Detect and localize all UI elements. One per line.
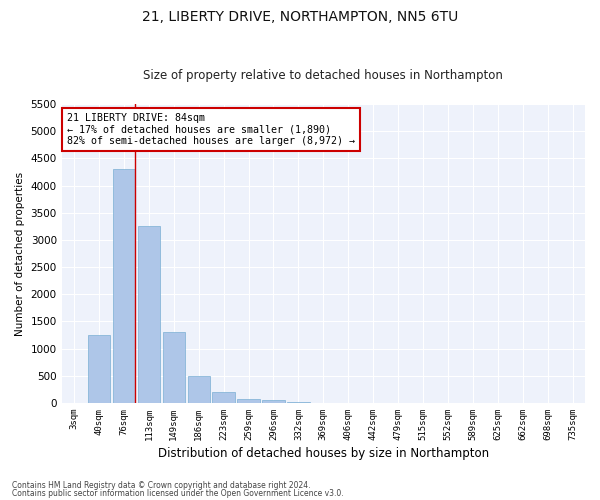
Bar <box>262 400 285 403</box>
X-axis label: Distribution of detached houses by size in Northampton: Distribution of detached houses by size … <box>158 447 489 460</box>
Text: Contains public sector information licensed under the Open Government Licence v3: Contains public sector information licen… <box>12 489 344 498</box>
Text: Contains HM Land Registry data © Crown copyright and database right 2024.: Contains HM Land Registry data © Crown c… <box>12 480 311 490</box>
Bar <box>137 226 160 403</box>
Bar <box>163 332 185 403</box>
Bar <box>212 392 235 403</box>
Bar <box>238 399 260 403</box>
Bar <box>188 376 210 403</box>
Bar <box>88 335 110 403</box>
Text: 21 LIBERTY DRIVE: 84sqm
← 17% of detached houses are smaller (1,890)
82% of semi: 21 LIBERTY DRIVE: 84sqm ← 17% of detache… <box>67 113 355 146</box>
Bar <box>113 169 135 403</box>
Text: 21, LIBERTY DRIVE, NORTHAMPTON, NN5 6TU: 21, LIBERTY DRIVE, NORTHAMPTON, NN5 6TU <box>142 10 458 24</box>
Y-axis label: Number of detached properties: Number of detached properties <box>15 172 25 336</box>
Title: Size of property relative to detached houses in Northampton: Size of property relative to detached ho… <box>143 69 503 82</box>
Bar <box>287 402 310 403</box>
